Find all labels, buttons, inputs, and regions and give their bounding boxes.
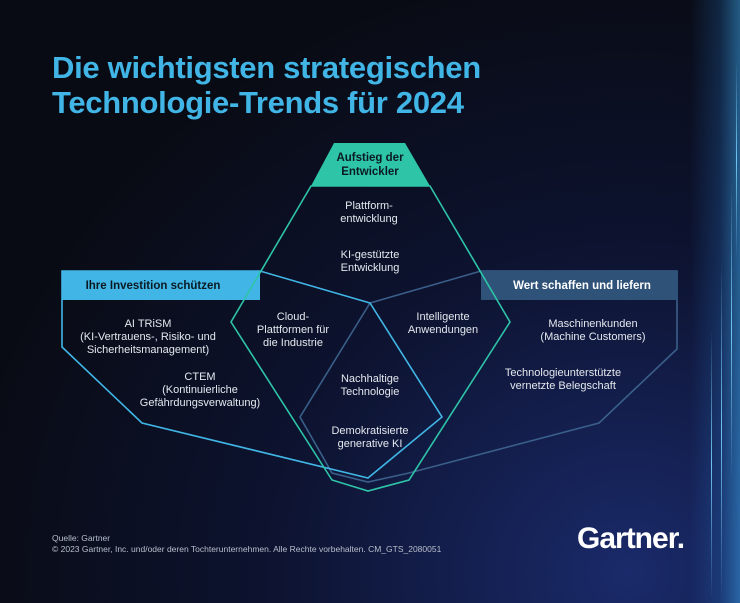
copyright-note: © 2023 Gartner, Inc. und/oder deren Toch… (52, 544, 442, 554)
top-group-label-line: Entwickler (341, 166, 399, 178)
top-group-label: Aufstieg der Entwickler (336, 151, 403, 179)
trend-industry-cloud-platforms: Cloud- Plattformen für die Industrie (257, 311, 329, 350)
trend-line: Plattformen für (256, 324, 330, 336)
light-streak (731, 180, 732, 480)
right-group-label: Wert schaffen und liefern (513, 280, 651, 292)
trend-intelligent-applications: Intelligente Anwendungen (408, 311, 478, 337)
title-line-2: Technologie-Trends für 2024 (52, 85, 464, 120)
trend-line: KI-gestützte (340, 249, 400, 261)
trend-line: AI TRiSM (124, 318, 172, 330)
trend-sustainable-technology: Nachhaltige Technologie (341, 373, 400, 399)
trend-ctem: CTEM (Kontinuierliche Gefährdungsverwaltun… (140, 371, 260, 410)
gartner-logo: Gartner. (577, 522, 685, 555)
trend-platform-engineering: Plattform-entwicklung (340, 200, 397, 226)
trend-machine-customers: Maschinenkunden (Machine Customers) (540, 318, 645, 344)
top-group-header (311, 143, 430, 186)
trend-line: Cloud- (276, 311, 310, 323)
trend-line: Maschinenkunden (548, 318, 638, 330)
trend-line: entwicklung (340, 213, 398, 225)
trend-line: CTEM (184, 371, 216, 383)
trend-ai-augmented-development: KI-gestützte Entwicklung (341, 249, 400, 275)
trend-ai-trism: AI TRiSM (KI-Vertrauens-, Risiko- und Sich… (80, 318, 216, 357)
trend-line: die Industrie (263, 337, 323, 349)
top-group-label-line: Aufstieg der (336, 152, 404, 164)
trend-democratized-genai: Demokratisierte generative KI (331, 425, 408, 451)
top-group-outline (230, 185, 511, 492)
trend-line: Demokratisierte (331, 425, 409, 437)
trend-line: Entwicklung (340, 262, 400, 274)
trend-line: Plattform- (345, 200, 393, 212)
light-streak (721, 260, 722, 600)
trend-line: Technologieunterstützte (504, 367, 622, 379)
trend-line: Gefährdungsverwaltung) (139, 397, 261, 409)
trend-augmented-workforce: Technologieunterstützte vernetzte Belegsc… (505, 367, 621, 393)
trend-line: vernetzte Belegschaft (510, 380, 616, 392)
title-line-1: Die wichtigsten strategischen (52, 50, 481, 85)
light-streak (711, 330, 712, 600)
trend-line: Technologie (340, 386, 400, 398)
trend-line: (Kontinuierliche (162, 384, 238, 396)
source-note: Quelle: Gartner (52, 533, 111, 543)
right-group-header (481, 271, 677, 300)
trend-line: (Machine Customers) (540, 331, 646, 343)
left-group-label: Ihre Investition schützen (85, 280, 221, 292)
trend-line: generative KI (337, 438, 403, 450)
light-streak (736, 60, 737, 260)
trend-line: Intelligente (416, 311, 470, 323)
trend-line: Sicherheitsmanagement) (86, 344, 210, 356)
trend-line: (KI-Vertrauens-, Risiko- und (80, 331, 216, 343)
trend-line: Nachhaltige (340, 373, 400, 385)
left-group-header (62, 271, 260, 300)
trend-line: Anwendungen (407, 324, 479, 336)
